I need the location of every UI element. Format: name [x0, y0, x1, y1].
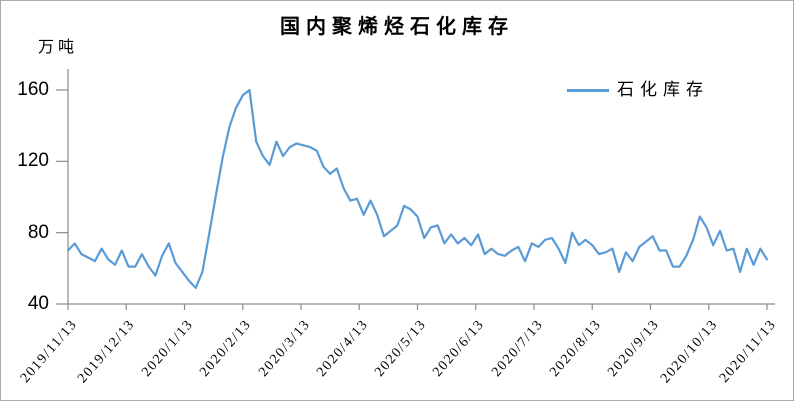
legend-series-label: 石化库存 — [617, 80, 709, 99]
y-tick-label: 120 — [17, 150, 49, 172]
legend-line-swatch — [567, 88, 609, 92]
y-axis-unit-label: 万吨 — [38, 39, 79, 56]
y-tick-label: 80 — [27, 221, 49, 243]
legend: 石化库存 — [567, 80, 709, 100]
series-line — [66, 88, 769, 289]
y-tick-label: 40 — [27, 293, 49, 314]
chart-title: 国内聚烯烃石化库存 — [280, 16, 514, 38]
y-tick-label: 160 — [17, 79, 49, 100]
